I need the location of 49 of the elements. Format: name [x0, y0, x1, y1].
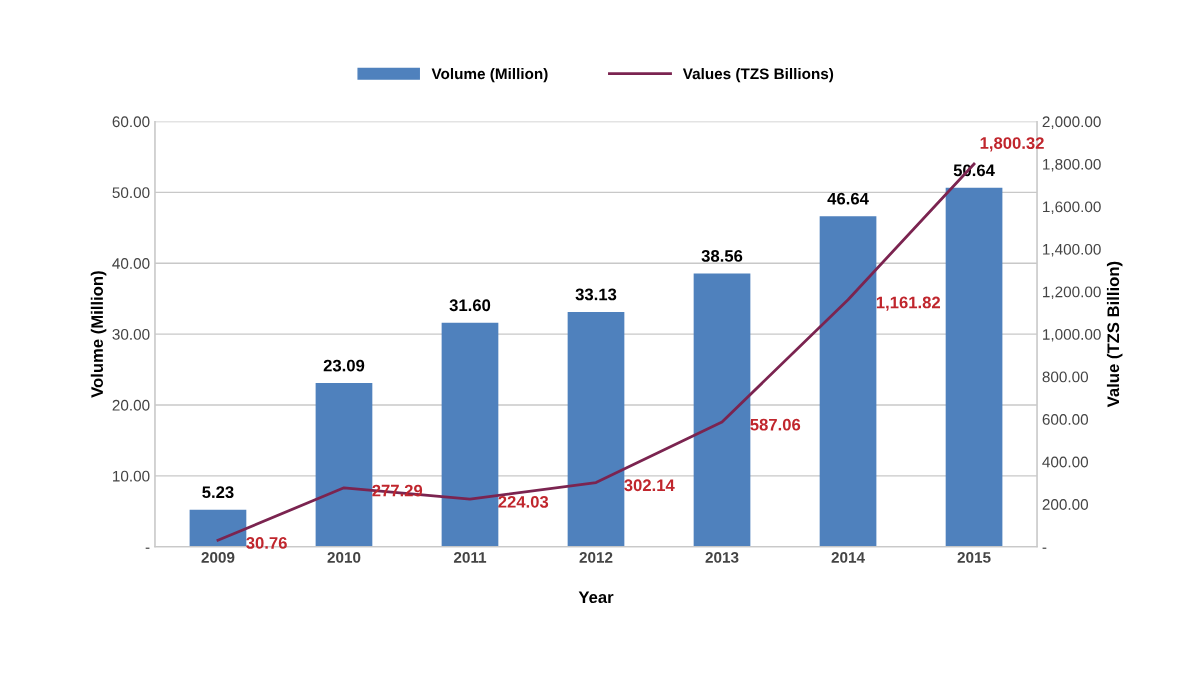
bar: [315, 383, 373, 547]
data-label: 1,161.82: [876, 296, 941, 311]
bar: [945, 187, 1003, 547]
y-tick-label: -: [145, 547, 150, 549]
y2-tick-label: 1,200.00: [1043, 286, 1101, 300]
data-label: 302.14: [624, 479, 675, 492]
y2-tick-label: 400.00: [1042, 456, 1089, 468]
y2-tick-label: 1,600.00: [1043, 201, 1101, 215]
bar: [819, 216, 877, 547]
data-label: 46.64: [827, 192, 869, 205]
y2-tick-label: 1,800.00: [1043, 158, 1101, 172]
legend-label: Volume (Million): [431, 67, 548, 83]
data-label: 31.60: [449, 299, 491, 312]
y2-tick-label: 1,000.00: [1043, 328, 1101, 342]
y-axis-title: Volume (Million): [90, 271, 107, 398]
bar: [693, 273, 751, 547]
y2-tick-label: -: [1042, 547, 1047, 549]
y2-axis-title: Value (TZS Billion): [1106, 261, 1123, 408]
data-label: 30.76: [246, 537, 287, 549]
bar: [441, 322, 499, 547]
bar: [189, 509, 247, 547]
y2-tick-label: 1,400.00: [1043, 243, 1101, 257]
x-tick-label: 2011: [453, 552, 487, 563]
data-label: 5.23: [202, 486, 234, 499]
y2-tick-label: 200.00: [1042, 499, 1089, 510]
x-tick-label: 2009: [201, 552, 235, 563]
y-tick-label: 30.00: [112, 328, 150, 340]
y-tick-label: 40.00: [112, 258, 150, 269]
data-label: 1,800.32: [980, 137, 1044, 152]
y-tick-label: 20.00: [112, 399, 150, 411]
y-tick-label: 60.00: [112, 116, 150, 128]
x-tick-label: 2014: [831, 552, 865, 563]
x-tick-label: 2010: [327, 552, 361, 563]
legend-label: Values (TZS Billions): [682, 67, 834, 83]
x-tick-label: 2013: [705, 552, 739, 563]
y-tick-label: 50.00: [112, 187, 150, 199]
data-label: 224.03: [498, 495, 549, 508]
data-label: 23.09: [323, 359, 365, 372]
y-tick-label: 10.00: [113, 470, 150, 482]
y2-tick-label: 600.00: [1042, 414, 1089, 425]
x-tick-label: 2012: [579, 552, 613, 563]
x-axis-title: Year: [578, 591, 614, 604]
bar: [567, 311, 625, 547]
data-label: 587.06: [750, 418, 801, 431]
y2-tick-label: 800.00: [1042, 371, 1089, 383]
data-label: 33.13: [575, 288, 617, 301]
x-tick-label: 2015: [957, 552, 991, 563]
data-label: 38.56: [701, 250, 743, 262]
y2-tick-label: 2,000.00: [1042, 116, 1101, 129]
